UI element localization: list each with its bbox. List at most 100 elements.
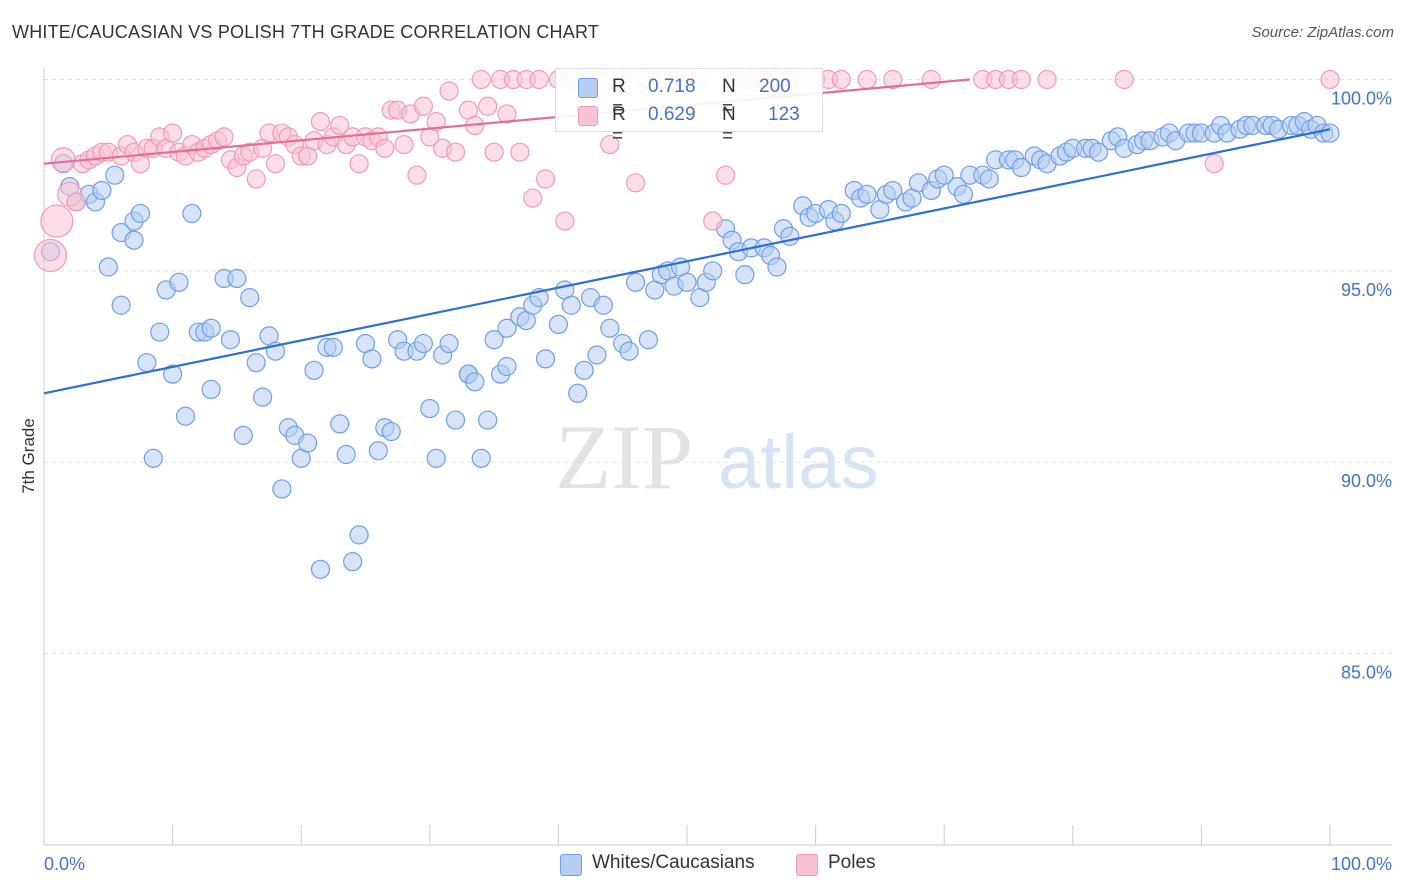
legend-n-value-poles: 123 [768, 104, 800, 125]
legend-r-value-whites: 0.718 [648, 76, 696, 97]
legend-r-value-poles: 0.629 [648, 104, 696, 125]
poles-point [407, 165, 427, 185]
chart-title: WHITE/CAUCASIAN VS POLISH 7TH GRADE CORR… [12, 22, 600, 42]
whites-point [362, 349, 382, 369]
whites-point [677, 272, 697, 292]
poles-point [1037, 69, 1057, 90]
series-poles-points [33, 69, 1340, 273]
poles-point [484, 142, 504, 162]
whites-point [561, 295, 581, 315]
legend-n-label: N = [722, 104, 736, 147]
whites-point [105, 165, 125, 185]
whites-point [497, 356, 517, 377]
whites-point [150, 322, 170, 342]
whites-point [445, 410, 466, 430]
trendline-poles [43, 78, 971, 165]
poles-point [625, 173, 646, 193]
watermark-zip: ZIP [555, 406, 693, 508]
whites-point [1088, 142, 1109, 162]
correlation-legend: R = 0.718 N = 200 R = 0.629 N = 123 [555, 68, 823, 147]
whites-point [240, 288, 260, 308]
poles-point [857, 69, 877, 90]
poles-point [1114, 69, 1134, 90]
poles-point [1204, 154, 1224, 174]
y-tick-labels: 100.0% 95.0% 90.0% 85.0% [1331, 89, 1392, 683]
whites-point [368, 441, 388, 461]
axes [43, 68, 1392, 846]
series-whites-points [40, 111, 1340, 579]
whites-point [497, 318, 517, 338]
legend-n-value-whites: 200 [759, 76, 791, 97]
poles-point [40, 204, 74, 238]
y-tick-label: 100.0% [1331, 89, 1392, 109]
whites-point [169, 272, 189, 292]
x-tick-label-right: 100.0% [1331, 854, 1392, 874]
legend-swatch-whites [578, 78, 598, 98]
whites-point [767, 257, 787, 277]
whites-point [343, 552, 363, 572]
y-tick-label: 90.0% [1341, 471, 1392, 491]
whites-point [246, 353, 266, 373]
whites-point [535, 349, 556, 369]
whites-point [323, 337, 343, 357]
bottom-legend-label-poles: Poles [828, 852, 876, 873]
whites-point [593, 295, 614, 315]
poles-point [555, 211, 575, 231]
whites-point [310, 559, 331, 579]
whites-point [1320, 123, 1340, 143]
whites-point [227, 268, 247, 289]
poles-point [50, 147, 76, 173]
poles-point [330, 115, 350, 136]
whites-point [484, 330, 504, 350]
whites-point [587, 345, 607, 365]
poles-point [214, 127, 234, 147]
poles-point [497, 104, 517, 124]
whites-point [625, 272, 646, 292]
whites-point [619, 341, 639, 361]
whites-point [92, 180, 112, 201]
poles-point [529, 69, 549, 90]
poles-point [478, 96, 498, 116]
whites-point [638, 330, 659, 350]
whites-point [111, 295, 131, 315]
poles-point [510, 142, 530, 162]
whites-point [272, 479, 292, 499]
whites-point [137, 353, 157, 373]
whites-point [478, 410, 498, 430]
poles-point [445, 142, 466, 162]
poles-point [33, 238, 68, 273]
whites-point [201, 379, 221, 400]
poles-point [394, 134, 414, 155]
whites-point [439, 333, 459, 354]
whites-point [574, 360, 594, 380]
poles-point [715, 165, 736, 185]
poles-point [439, 81, 459, 101]
y-tick-label: 95.0% [1341, 280, 1392, 300]
whites-point [883, 180, 903, 201]
whites-point [381, 421, 401, 442]
bottom-legend-swatch-whites [560, 854, 582, 876]
poles-point [413, 96, 433, 116]
whites-point [298, 433, 318, 453]
whites-point [330, 414, 350, 434]
x-tick-label-left: 0.0% [44, 854, 85, 874]
whites-point [857, 184, 877, 204]
whites-point [934, 165, 954, 185]
legend-r-label: R = [612, 76, 626, 119]
whites-point [233, 425, 253, 445]
whites-point [1011, 157, 1031, 178]
whites-point [568, 383, 588, 403]
whites-point [465, 372, 485, 392]
poles-point [523, 188, 543, 208]
whites-point [979, 169, 999, 189]
whites-point [420, 398, 440, 419]
x-tick-marks [43, 825, 1331, 845]
whites-point [304, 360, 324, 380]
poles-point [1320, 69, 1340, 90]
poles-point [163, 123, 183, 143]
poles-point [831, 69, 851, 90]
poles-point [375, 138, 395, 158]
poles-point [265, 154, 286, 174]
whites-point [831, 203, 851, 224]
